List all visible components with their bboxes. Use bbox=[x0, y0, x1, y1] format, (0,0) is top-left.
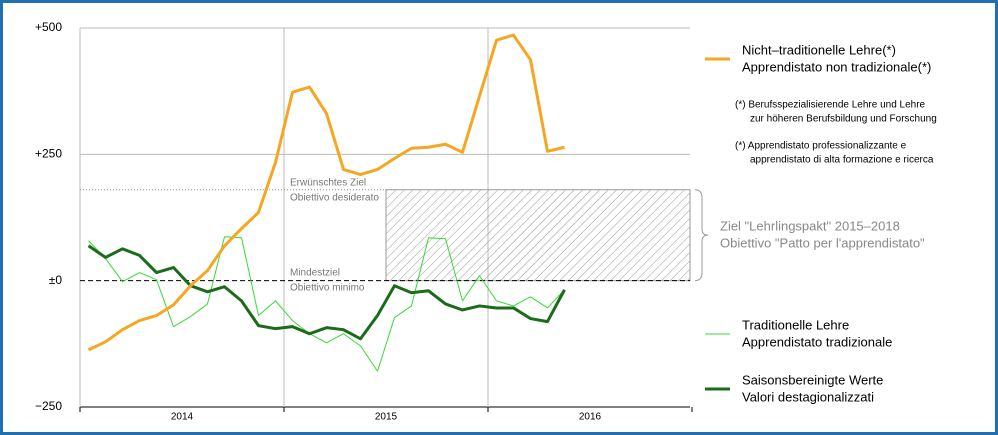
legend-label: Apprendistato non tradizionale(*) bbox=[742, 59, 931, 74]
note: (*) Apprendistato professionalizzante e bbox=[735, 141, 907, 152]
y-tick-label: −250 bbox=[35, 399, 62, 413]
series-line bbox=[88, 236, 565, 372]
series-line bbox=[87, 244, 566, 341]
brace bbox=[694, 189, 709, 282]
series-line bbox=[87, 33, 565, 352]
goal-label: Obiettivo "Patto per l'apprendistato" bbox=[720, 236, 925, 251]
legend-label: Saisonsbereinigte Werte bbox=[742, 372, 883, 387]
note: zur höheren Berufsbildung und Forschung bbox=[750, 114, 937, 125]
note: apprendistato di alta formazione e ricer… bbox=[750, 155, 934, 166]
desired-target-label: Obiettivo desiderato bbox=[290, 192, 379, 203]
y-tick-label: +500 bbox=[35, 20, 62, 34]
x-tick-label: 2016 bbox=[579, 412, 602, 423]
goal-label: Ziel "Lehrlingspakt" 2015–2018 bbox=[720, 219, 900, 234]
x-tick-label: 2015 bbox=[375, 412, 398, 423]
legend-label: Traditionelle Lehre bbox=[742, 317, 849, 332]
goal-area bbox=[385, 189, 691, 282]
desired-target-label: Erwünschtes Ziel bbox=[290, 177, 366, 188]
minimum-target-label: Obiettivo minimo bbox=[290, 282, 365, 293]
legend-label: Apprendistato tradizionale bbox=[742, 334, 892, 349]
note: (*) Berufsspezialisierende Lehre und Leh… bbox=[735, 100, 926, 111]
legend-label: Valori destagionalizzati bbox=[742, 389, 874, 404]
y-tick-label: +250 bbox=[35, 147, 62, 161]
minimum-target-label: Mindestziel bbox=[290, 267, 340, 278]
y-tick-label: ±0 bbox=[49, 273, 63, 287]
x-tick-label: 2014 bbox=[171, 412, 194, 423]
legend-label: Nicht–traditionelle Lehre(*) bbox=[742, 42, 896, 57]
